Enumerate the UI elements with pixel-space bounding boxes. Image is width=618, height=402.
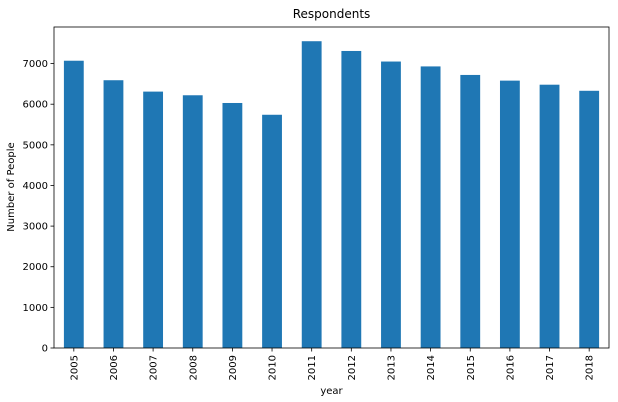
plot-frame (53, 26, 610, 349)
x-tick-label-2005: 2005 (69, 355, 80, 380)
x-tick-label-2008: 2008 (188, 355, 199, 380)
x-tick-label-2015: 2015 (466, 355, 477, 380)
y-tick-label-5000: 5000 (23, 140, 48, 151)
x-tick-label-2017: 2017 (545, 355, 556, 380)
x-tick-label-2018: 2018 (585, 355, 596, 380)
y-tick-label-7000: 7000 (23, 59, 48, 70)
x-tick-label-2009: 2009 (228, 355, 239, 380)
y-tick-label-4000: 4000 (23, 181, 48, 192)
x-tick-label-2016: 2016 (505, 355, 516, 380)
bar-2012 (341, 50, 362, 348)
y-axis: 0 1000 2000 3000 4000 5000 6000 7000 (23, 59, 54, 355)
y-axis-label: Number of People (6, 142, 17, 231)
x-axis-label: year (320, 386, 343, 397)
x-tick-label-2006: 2006 (109, 355, 120, 380)
x-tick-label-2011: 2011 (307, 355, 318, 380)
bar-2017 (539, 84, 560, 348)
x-tick-label-2012: 2012 (347, 355, 358, 380)
bars-group (63, 41, 600, 349)
bar-2010 (262, 114, 282, 348)
chart-title: Respondents (293, 7, 371, 21)
bar-2007 (143, 91, 164, 349)
y-tick-label-3000: 3000 (23, 222, 48, 233)
y-tick-label-1000: 1000 (23, 303, 48, 314)
x-tick-label-2010: 2010 (268, 355, 279, 380)
y-tick-label-0: 0 (42, 344, 48, 355)
y-tick-label-6000: 6000 (23, 100, 48, 111)
bar-2005 (63, 60, 84, 349)
bar-2016 (499, 80, 520, 349)
bar-2011 (301, 41, 322, 348)
x-tick-label-2014: 2014 (426, 355, 437, 380)
x-axis: 2005 2006 2007 2008 2009 2010 2011 2012 2013 2014… (69, 348, 596, 380)
bar-2008 (182, 95, 203, 348)
bar-2006 (103, 80, 124, 348)
x-tick-label-2013: 2013 (386, 355, 397, 380)
bar-2015 (460, 74, 481, 348)
bar-2018 (579, 90, 600, 348)
bar-2014 (420, 66, 441, 348)
bar-2013 (381, 61, 401, 349)
bar-2009 (222, 102, 243, 348)
y-tick-label-2000: 2000 (23, 262, 48, 273)
x-tick-label-2007: 2007 (149, 355, 160, 380)
